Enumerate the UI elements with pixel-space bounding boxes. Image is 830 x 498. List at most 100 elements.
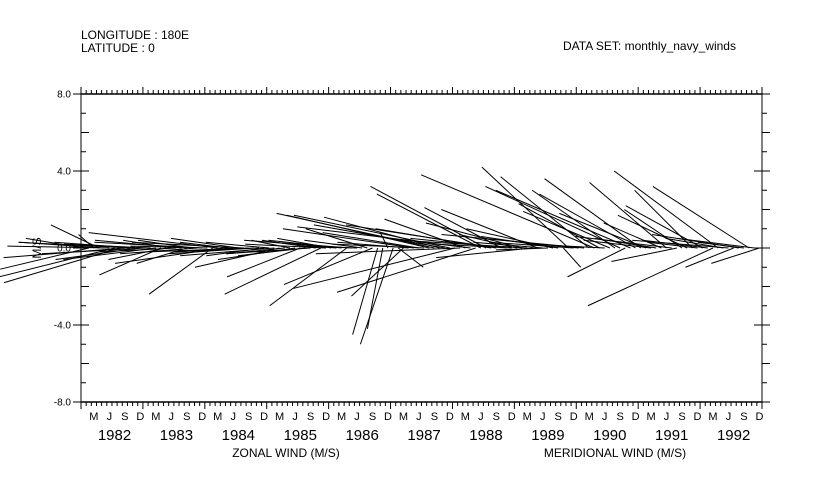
- month-label: J: [602, 411, 608, 423]
- wind-stick: [379, 232, 389, 249]
- year-label: 1982: [98, 427, 131, 444]
- month-label: D: [508, 411, 516, 423]
- month-label: S: [616, 411, 623, 423]
- wind-stick: [652, 185, 750, 249]
- y-axis-label: M/S: [30, 237, 44, 258]
- month-label: J: [230, 411, 236, 423]
- wind-stick: [697, 241, 745, 249]
- month-label: S: [740, 411, 747, 423]
- wind-stick: [120, 247, 198, 255]
- wind-stick: [441, 209, 538, 249]
- wind-stick: [563, 247, 582, 268]
- wind-stick: [473, 241, 543, 249]
- wind-stick: [488, 241, 574, 249]
- year-label: 1985: [284, 427, 317, 444]
- wind-stick: [397, 247, 424, 268]
- month-label: S: [245, 411, 252, 423]
- wind-stick: [589, 182, 667, 249]
- wind-stick: [55, 247, 141, 261]
- year-label: 1986: [345, 427, 378, 444]
- wind-stick: [527, 243, 605, 249]
- wind-stick: [293, 247, 456, 289]
- axis-labels: -8.0-4.00.04.08.0M/SM J S D M J S D M J S D M J S D M J S D…: [30, 90, 763, 461]
- wind-stick: [336, 247, 476, 293]
- wind-stick: [299, 245, 358, 249]
- month-label: S: [307, 411, 314, 423]
- wind-stick: [148, 247, 249, 253]
- wind-stick: [283, 247, 373, 286]
- y-tick-label: 0.0: [57, 244, 71, 255]
- month-label: J: [169, 411, 175, 423]
- month-label: J: [292, 411, 298, 423]
- wind-stick: [575, 235, 672, 249]
- month-label: M: [151, 411, 160, 423]
- plot-axes: [73, 87, 770, 409]
- wind-stick: [544, 178, 642, 249]
- month-label: M: [213, 411, 222, 423]
- wind-stick: [180, 247, 275, 257]
- month-label: D: [198, 411, 206, 423]
- wind-stick: [282, 228, 414, 249]
- month-label: S: [121, 411, 128, 423]
- year-label: 1992: [717, 427, 750, 444]
- year-label: 1990: [593, 427, 626, 444]
- wind-stick: [632, 239, 729, 249]
- wind-stick: [269, 247, 347, 307]
- wind-stick: [322, 232, 419, 249]
- y-tick-label: 8.0: [57, 90, 71, 101]
- month-label: D: [384, 411, 392, 423]
- wind-stick: [587, 247, 714, 307]
- meridional-wind-label: MERIDIONAL WIND (M/S): [544, 446, 686, 460]
- wind-stick: [170, 237, 239, 249]
- wind-stick: [634, 189, 693, 249]
- month-label: D: [322, 411, 330, 423]
- wind-stick: [7, 245, 110, 249]
- month-label: M: [523, 411, 532, 423]
- month-label: S: [431, 411, 438, 423]
- month-label: D: [570, 411, 578, 423]
- wind-stick: [624, 209, 683, 249]
- wind-stick: [315, 247, 461, 255]
- wind-stick: [50, 224, 100, 249]
- wind-stick: [99, 247, 177, 253]
- month-label: M: [461, 411, 470, 423]
- wind-stick: [625, 205, 703, 249]
- wind-stick: [352, 247, 379, 335]
- wind-stick: [18, 241, 131, 249]
- wind-stick: [603, 222, 662, 249]
- year-label: 1984: [222, 427, 255, 444]
- wind-stick: [174, 247, 260, 253]
- month-label: J: [416, 411, 422, 423]
- month-label: S: [369, 411, 376, 423]
- wind-stick: [245, 243, 327, 249]
- year-label: 1988: [469, 427, 502, 444]
- wind-stick: [495, 247, 548, 251]
- year-label: 1991: [655, 427, 688, 444]
- wind-stick: [130, 245, 208, 249]
- wind-stick: [205, 241, 270, 249]
- month-label: J: [726, 411, 732, 423]
- wind-stick: [370, 185, 487, 249]
- wind-stick: [611, 247, 677, 262]
- wind-stick: [323, 216, 440, 249]
- year-label: 1989: [531, 427, 564, 444]
- wind-stick: [64, 243, 151, 249]
- month-label: M: [646, 411, 655, 423]
- wind-stick: [647, 241, 698, 249]
- wind-stick: [583, 239, 652, 249]
- wind-sticks: [0, 166, 760, 345]
- y-tick-label: -4.0: [54, 321, 72, 332]
- month-label: D: [755, 411, 763, 423]
- wind-stick: [434, 243, 512, 249]
- month-label: J: [354, 411, 360, 423]
- wind-stick: [400, 239, 528, 249]
- zonal-wind-label: ZONAL WIND (M/S): [232, 446, 340, 460]
- wind-stick: [539, 193, 636, 249]
- wind-stick: [226, 247, 301, 278]
- wind-stick: [567, 247, 626, 278]
- month-label: D: [136, 411, 144, 423]
- wind-stick: [613, 170, 719, 249]
- wind-stick: [410, 237, 507, 249]
- wind-stick: [108, 247, 167, 261]
